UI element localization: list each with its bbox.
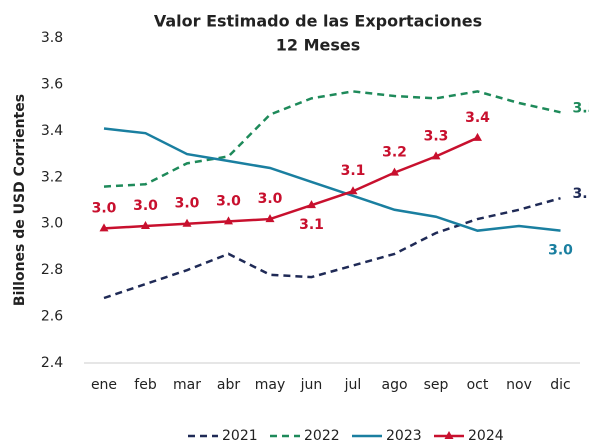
value-label: 3.1 (573, 186, 589, 202)
x-tick-label: mar (173, 377, 201, 393)
x-tick-label: ene (91, 377, 117, 393)
legend-label: 2022 (304, 428, 340, 444)
y-tick-label: 3.0 (41, 216, 63, 232)
legend-label: 2021 (222, 428, 258, 444)
series-line (103, 127, 561, 232)
y-tick-label: 3.2 (41, 169, 63, 185)
y-tick-label: 3.8 (41, 30, 63, 46)
marker (307, 200, 316, 209)
value-label: 3.0 (175, 196, 200, 212)
x-tick-label: oct (467, 377, 489, 393)
marker (224, 216, 233, 225)
y-tick-label: 2.4 (41, 355, 63, 371)
value-label: 3.3 (424, 128, 449, 144)
legend-label: 2023 (386, 428, 422, 444)
marker (473, 132, 482, 141)
marker (431, 151, 441, 160)
y-axis-label: Billones de USD Corrientes (12, 94, 28, 306)
marker (141, 221, 150, 230)
x-tick-label: sep (424, 377, 449, 393)
marker (182, 218, 192, 227)
y-tick-label: 3.4 (41, 123, 63, 139)
chart-title: Valor Estimado de las Exportaciones (154, 12, 482, 31)
x-tick-label: nov (506, 377, 532, 393)
chart-subtitle: 12 Meses (276, 36, 361, 55)
marker (265, 214, 275, 223)
y-tick-label: 2.6 (41, 309, 63, 325)
series-line (103, 196, 561, 300)
x-tick-label: jun (300, 377, 323, 393)
value-label: 3.0 (548, 243, 573, 259)
value-label: 3.0 (216, 193, 241, 209)
value-label: 3.4 (465, 110, 490, 126)
x-tick-label: jul (344, 377, 362, 393)
value-label: 3.1 (341, 163, 366, 179)
series-line (103, 90, 561, 188)
x-tick-label: may (255, 377, 286, 393)
y-tick-label: 2.8 (41, 262, 63, 278)
series-line (103, 136, 479, 230)
legend-marker (444, 431, 454, 439)
x-tick-label: ago (381, 377, 407, 393)
marker (348, 186, 358, 195)
x-tick-label: abr (217, 377, 240, 393)
x-tick-label: feb (134, 377, 157, 393)
value-label: 3.2 (382, 145, 407, 161)
value-label: 3.0 (133, 198, 158, 214)
legend-label: 2024 (468, 428, 504, 444)
marker (390, 167, 399, 176)
value-label: 3.5 (573, 100, 589, 116)
marker (99, 223, 109, 232)
y-tick-label: 3.6 (41, 76, 63, 92)
value-label: 3.0 (92, 200, 117, 216)
value-label: 3.1 (299, 217, 324, 233)
x-tick-label: dic (550, 377, 570, 393)
value-label: 3.0 (258, 191, 283, 207)
